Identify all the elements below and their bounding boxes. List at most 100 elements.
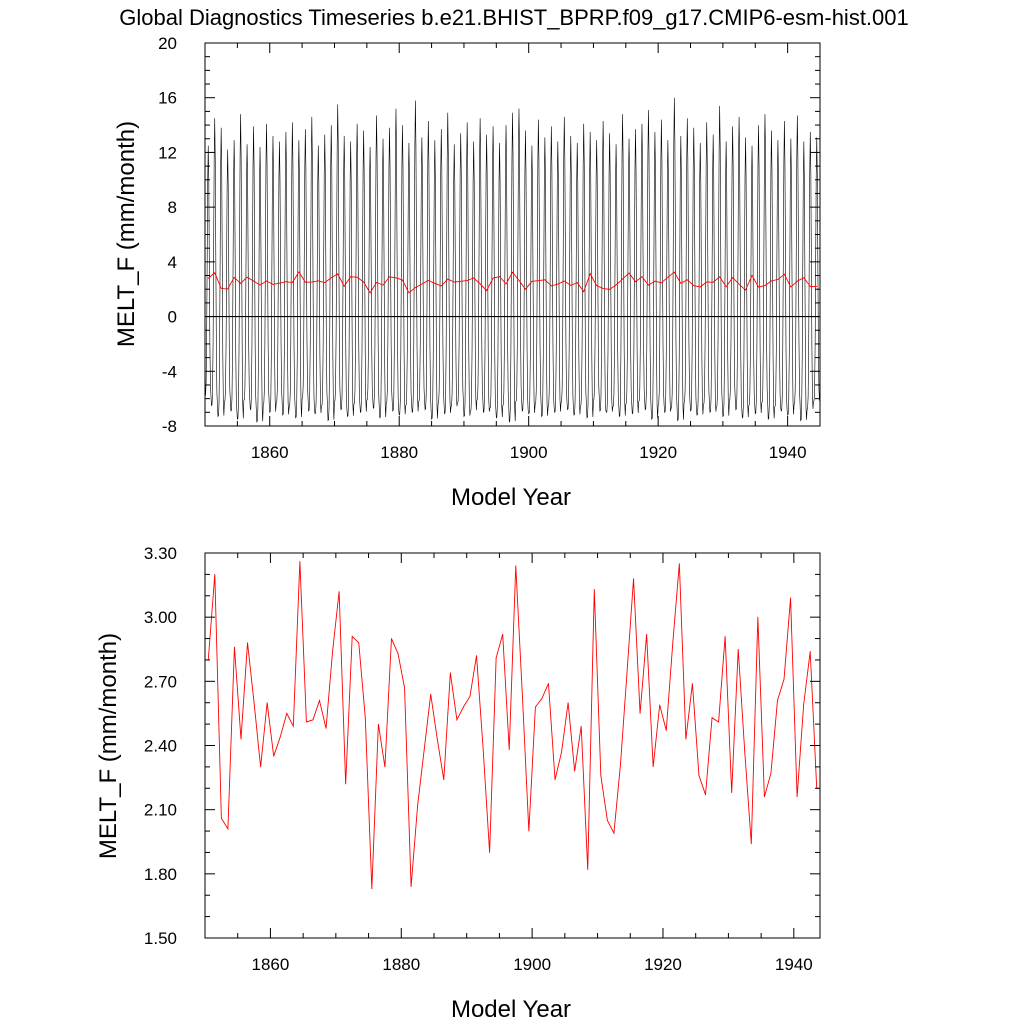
bottom-annual-mean-point	[600, 775, 602, 776]
top-annual-mean-point	[622, 278, 623, 280]
bottom-y-tick-label: 1.80	[144, 865, 177, 884]
top-annual-mean-point	[654, 280, 656, 282]
top-series-layer	[205, 97, 820, 423]
bottom-annual-mean-point	[351, 636, 353, 637]
bottom-annual-mean-point	[790, 597, 791, 599]
top-x-tick-label: 1880	[380, 443, 418, 462]
bottom-annual-mean-point	[737, 648, 739, 650]
bottom-annual-mean-point	[423, 749, 425, 751]
bottom-annual-mean-point	[613, 832, 615, 834]
top-annual-mean-point	[259, 284, 261, 286]
top-annual-mean-point	[550, 285, 552, 287]
top-annual-mean-point	[758, 286, 759, 288]
bottom-annual-mean-point	[410, 886, 412, 888]
bottom-annual-mean-point	[809, 650, 811, 652]
bottom-annual-mean-point	[652, 766, 654, 768]
top-annual-mean-point	[253, 280, 254, 282]
bottom-annual-mean-point	[292, 725, 294, 727]
top-annual-mean-point	[330, 277, 332, 279]
bottom-x-tick-label: 1920	[644, 955, 682, 974]
bottom-annual-mean-point	[783, 678, 785, 680]
top-annual-mean-point	[719, 276, 721, 278]
top-annual-mean-point	[266, 280, 267, 282]
bottom-annual-mean-point	[685, 738, 687, 740]
top-annual-mean-point	[214, 272, 216, 274]
top-annual-mean-point	[693, 285, 695, 287]
bottom-annual-mean-point	[377, 723, 379, 725]
bottom-annual-mean-point	[626, 672, 628, 674]
top-annual-mean-point	[227, 288, 229, 290]
bottom-annual-mean-point	[770, 772, 772, 774]
figure-title: Global Diagnostics Timeseries b.e21.BHIS…	[119, 5, 909, 30]
top-annual-mean-point	[479, 283, 481, 285]
bottom-annual-mean-point	[482, 747, 484, 749]
top-annual-mean-point	[745, 289, 746, 291]
bottom-annual-mean-point	[247, 642, 248, 644]
bottom-annual-mean-point	[698, 775, 700, 776]
top-panel: 1860 1880 1900 1920 1940 -8 -4 0 4 8 12 16 20 Model …	[113, 34, 821, 511]
top-annual-mean-point	[796, 280, 798, 282]
bottom-annual-mean-point	[312, 719, 314, 721]
bottom-annual-mean-point	[227, 828, 229, 830]
bottom-annual-mean-point	[443, 779, 445, 781]
top-annual-mean-point	[291, 282, 293, 283]
bottom-annual-mean-point	[724, 636, 726, 637]
bottom-annual-mean-point	[502, 633, 504, 635]
top-annual-mean-point	[220, 287, 222, 289]
top-annual-mean-point	[473, 277, 475, 279]
top-y-tick-label: 4	[168, 253, 177, 272]
bottom-y-tick-label: 2.10	[144, 801, 177, 820]
top-annual-mean-point	[304, 281, 306, 283]
bottom-annual-mean-point	[220, 817, 222, 819]
bottom-panel: 1860 1880 1900 1920 1940 1.50 1.80 2.10 2.40 2.70…	[95, 544, 821, 1023]
bottom-annual-mean-point	[574, 770, 576, 772]
top-annual-mean-point	[382, 284, 384, 286]
bottom-annual-mean-point	[528, 830, 530, 832]
bottom-annual-mean-point	[449, 672, 451, 674]
top-annual-mean-point	[492, 277, 494, 279]
bottom-annual-mean-point	[587, 869, 589, 870]
bottom-annual-mean-point	[763, 796, 765, 798]
top-annual-mean-point	[589, 273, 591, 275]
top-annual-mean-point	[615, 284, 617, 286]
top-annual-mean-point	[790, 286, 792, 288]
bottom-annual-mean-point	[508, 749, 510, 751]
bottom-annual-mean-point	[306, 721, 307, 723]
top-annual-mean-point	[803, 277, 805, 279]
top-annual-mean-point	[667, 276, 669, 278]
top-annual-mean-point	[660, 282, 662, 284]
bottom-annual-mean-point	[639, 713, 641, 714]
bottom-annual-mean-point	[266, 702, 268, 704]
bottom-annual-mean-point	[463, 706, 464, 708]
top-x-tick-label: 1940	[769, 443, 807, 462]
bottom-annual-mean-point	[364, 717, 366, 719]
top-annual-mean-point	[576, 282, 578, 283]
top-annual-mean-point	[712, 281, 714, 283]
top-annual-mean-point	[777, 279, 779, 280]
bottom-annual-mean-point	[633, 578, 634, 580]
top-axes-layer: 1860 1880 1900 1920 1940 -8 -4 0 4 8 12 16 20	[158, 34, 821, 462]
bottom-axes-layer: 1860 1880 1900 1920 1940 1.50 1.80 2.10 2.40 2.70…	[144, 544, 821, 974]
top-annual-mean-point	[570, 284, 572, 286]
top-annual-mean-point	[563, 280, 565, 282]
top-annual-mean-point	[350, 276, 352, 278]
top-annual-mean-point	[531, 280, 533, 282]
bottom-annual-mean-point	[240, 738, 242, 740]
top-annual-mean-point	[525, 288, 526, 290]
top-annual-mean-point	[505, 283, 507, 285]
bottom-annual-mean-point	[561, 751, 562, 753]
bottom-annual-mean-point	[535, 706, 536, 708]
bottom-annual-mean-point	[332, 650, 333, 652]
top-annual-mean-point	[460, 280, 462, 282]
bottom-annual-mean-point	[489, 852, 490, 853]
top-x-tick-label: 1920	[639, 443, 677, 462]
bottom-x-tick-label: 1880	[382, 955, 420, 974]
bottom-annual-mean-point	[456, 719, 458, 721]
top-annual-mean-point	[389, 276, 390, 278]
bottom-annual-mean-point	[803, 704, 805, 706]
top-annual-mean-point	[440, 285, 442, 287]
top-x-tick-label: 1860	[251, 443, 289, 462]
bottom-annual-mean-point	[391, 638, 392, 639]
